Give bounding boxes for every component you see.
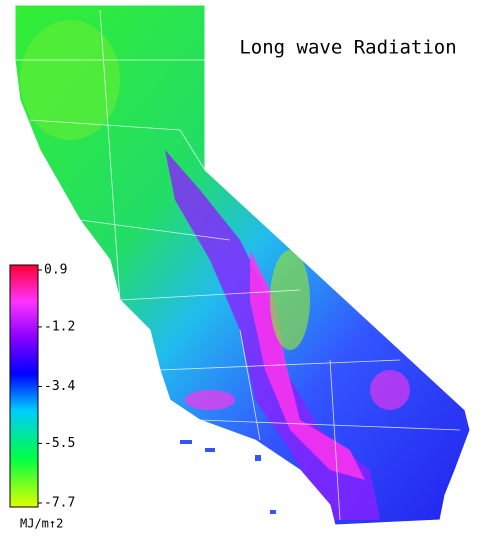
map-title: Long wave Radiation <box>239 37 456 59</box>
california-map <box>14 4 471 526</box>
colorbar-tick-label: -7.7 <box>44 496 75 511</box>
colorbar-tick-label: -5.5 <box>44 436 75 451</box>
colorbar-ramp <box>9 264 39 508</box>
colorbar-tick-label: -1.2 <box>44 319 75 334</box>
colorbar-tick-label: 0.9 <box>44 263 67 278</box>
colorbar: MJ/m↑2 0.9 -1.2 -3.4 -5.5 -7.7 <box>9 263 75 531</box>
colorbar-tick-label: -3.4 <box>44 379 75 394</box>
colorbar-unit: MJ/m↑2 <box>20 517 63 531</box>
